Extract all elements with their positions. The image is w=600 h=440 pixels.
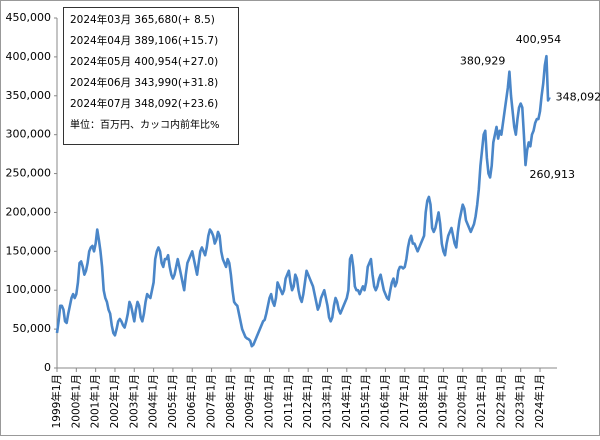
series-line bbox=[55, 54, 551, 348]
x-tick-label: 2007年1月 bbox=[205, 374, 218, 428]
value-label: 260,913 bbox=[530, 168, 576, 181]
x-tick-label: 2001年1月 bbox=[89, 374, 102, 428]
x-tick-label: 2003年1月 bbox=[127, 374, 140, 428]
y-tick-label: 350,000 bbox=[6, 89, 52, 102]
y-tick-label: 400,000 bbox=[6, 50, 52, 63]
y-tick-label: 250,000 bbox=[6, 167, 52, 180]
x-tick-label: 2022年1月 bbox=[494, 374, 507, 428]
x-tick-label: 2015年1月 bbox=[359, 374, 372, 428]
x-tick-label: 2014年1月 bbox=[340, 374, 353, 428]
y-tick-label: 300,000 bbox=[6, 128, 52, 141]
info-box-frame bbox=[63, 7, 239, 145]
x-tick-label: 2009年1月 bbox=[243, 374, 256, 428]
y-tick-label: 50,000 bbox=[13, 322, 52, 335]
x-tick-label: 2012年1月 bbox=[301, 374, 314, 428]
info-line: 2024年04月 389,106(+15.7) bbox=[70, 34, 218, 47]
y-tick-label: 0 bbox=[44, 361, 51, 374]
info-line: 2024年05月 400,954(+27.0) bbox=[70, 55, 218, 68]
x-tick-label: 2000年1月 bbox=[69, 374, 82, 428]
x-tick-label: 2008年1月 bbox=[224, 374, 237, 428]
info-line: 2024年06月 343,990(+31.8) bbox=[70, 76, 218, 89]
x-tick-label: 2002年1月 bbox=[108, 374, 121, 428]
x-tick-label: 2020年1月 bbox=[456, 374, 469, 428]
y-tick-label: 150,000 bbox=[6, 244, 52, 257]
x-tick-label: 2016年1月 bbox=[378, 374, 391, 428]
x-tick-label: 2023年1月 bbox=[514, 374, 527, 428]
x-tick-label: 2004年1月 bbox=[147, 374, 160, 428]
x-tick-label: 2018年1月 bbox=[417, 374, 430, 428]
info-box: 2024年03月 365,680(+ 8.5) 2024年04月 389,106(… bbox=[63, 7, 239, 145]
x-tick-label: 2011年1月 bbox=[282, 374, 295, 428]
x-tick-label: 2013年1月 bbox=[320, 374, 333, 428]
x-tick-label: 2019年1月 bbox=[436, 374, 449, 428]
x-tick-label: 2006年1月 bbox=[185, 374, 198, 428]
value-label: 380,929 bbox=[460, 55, 506, 68]
value-label: 348,092 bbox=[556, 90, 600, 103]
x-tick-label: 1999年1月 bbox=[50, 374, 63, 428]
x-tick-label: 2017年1月 bbox=[398, 374, 411, 428]
x-tick-label: 2005年1月 bbox=[166, 374, 179, 428]
y-tick-label: 450,000 bbox=[6, 11, 52, 24]
x-tick-label: 2010年1月 bbox=[263, 374, 276, 428]
y-tick-label: 200,000 bbox=[6, 205, 52, 218]
x-tick-label: 2021年1月 bbox=[475, 374, 488, 428]
info-line: 2024年07月 348,092(+23.6) bbox=[70, 97, 218, 110]
y-tick-label: 100,000 bbox=[6, 283, 52, 296]
info-line: 単位：百万円、カッコ内前年比% bbox=[70, 118, 220, 131]
value-label: 400,954 bbox=[516, 33, 562, 46]
info-line: 2024年03月 365,680(+ 8.5) bbox=[70, 13, 215, 26]
x-tick-label: 2024年1月 bbox=[533, 374, 546, 428]
